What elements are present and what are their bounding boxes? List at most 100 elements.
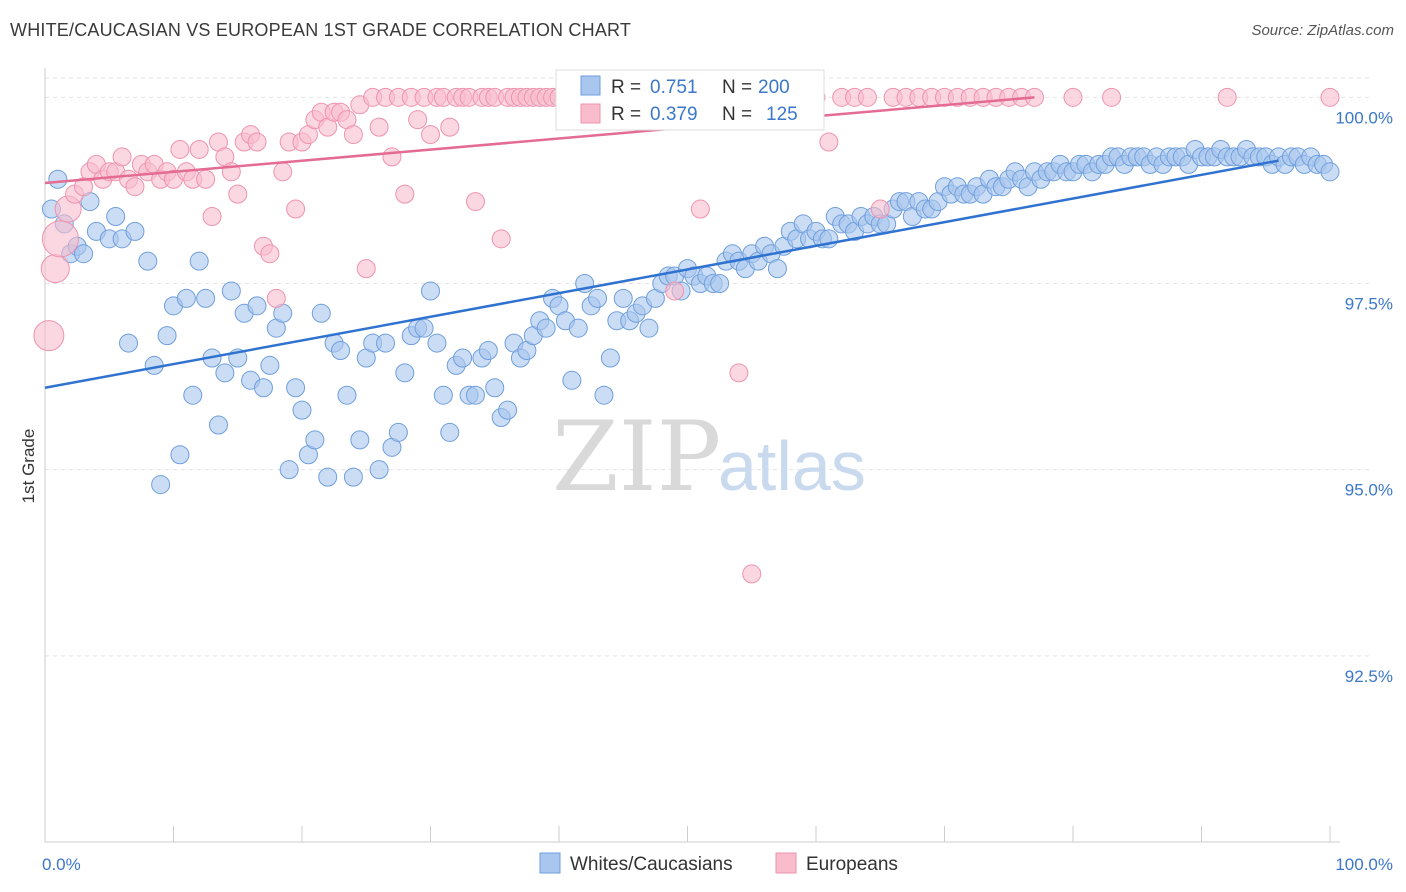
europeans-point: [40, 254, 70, 284]
europeans-point: [228, 184, 248, 204]
series-europeans-points: [33, 87, 1340, 584]
europeans-point: [819, 132, 839, 152]
watermark: ZIP atlas: [552, 401, 866, 513]
whites-point: [395, 363, 415, 383]
whites-point: [453, 348, 473, 368]
whites-point: [536, 318, 556, 338]
y-tick-label: 100.0%: [1335, 108, 1393, 127]
europeans-point: [202, 206, 222, 226]
whites-point: [498, 400, 518, 420]
whites-point: [247, 296, 267, 316]
europeans-point: [112, 147, 132, 167]
europeans-point: [465, 192, 485, 212]
whites-point: [125, 221, 145, 241]
europeans-point: [41, 220, 79, 258]
bottom-legend-label-europeans: Europeans: [806, 854, 898, 875]
europeans-point: [260, 244, 280, 264]
whites-point: [74, 244, 94, 264]
whites-point: [48, 169, 68, 189]
legend-n-value-1: 200: [758, 77, 790, 98]
whites-point: [388, 422, 408, 442]
whites-point: [183, 385, 203, 405]
legend-n-label-2: N =: [722, 104, 752, 125]
legend-swatch-whites: [580, 75, 601, 96]
legend-r-value-1: 0.751: [650, 77, 698, 98]
europeans-point: [665, 281, 685, 301]
gridlines: [45, 77, 1370, 657]
whites-point: [119, 333, 139, 353]
whites-point: [568, 318, 588, 338]
europeans-point: [196, 169, 216, 189]
whites-point: [600, 348, 620, 368]
whites-point: [331, 341, 351, 361]
axes: [44, 68, 1340, 843]
whites-point: [292, 400, 312, 420]
europeans-point: [421, 125, 440, 145]
europeans-point: [369, 117, 389, 137]
legend-n-label-1: N =: [722, 77, 752, 98]
europeans-point: [286, 199, 306, 219]
whites-point: [588, 288, 608, 308]
whites-point: [465, 385, 485, 405]
legend-r-value-2: 0.379: [650, 104, 698, 125]
whites-point: [170, 445, 190, 465]
whites-point: [562, 370, 582, 390]
trend-lines: [44, 96, 1279, 389]
whites-point: [613, 288, 633, 308]
whites-point: [176, 288, 196, 308]
whites-point: [208, 415, 228, 435]
whites-point: [138, 251, 158, 271]
europeans-point: [1217, 87, 1237, 107]
whites-point: [305, 430, 325, 450]
whites-point: [478, 341, 498, 361]
x-tick-labels: 0.0% 100.0%: [42, 855, 1393, 874]
whites-point: [639, 318, 659, 338]
series-whites-points: [41, 139, 1340, 495]
europeans-point: [408, 110, 428, 130]
whites-point: [376, 333, 396, 353]
watermark-zip: ZIP: [552, 401, 721, 513]
whites-point: [157, 326, 177, 346]
europeans-point: [273, 162, 293, 182]
whites-point: [151, 475, 171, 495]
europeans-trend-line: [44, 96, 1035, 185]
chart-title: WHITE/CAUCASIAN VS EUROPEAN 1ST GRADE CO…: [10, 20, 632, 40]
legend-swatch-europeans: [580, 103, 601, 124]
whites-point: [369, 460, 389, 480]
whites-point: [350, 430, 370, 450]
europeans-point: [1102, 87, 1122, 107]
europeans-point: [170, 139, 190, 159]
europeans-point: [356, 259, 376, 279]
europeans-point: [690, 199, 710, 219]
whites-point: [710, 274, 730, 294]
whites-point: [421, 281, 440, 301]
x-tick-label: 0.0%: [42, 855, 81, 874]
europeans-point: [729, 363, 749, 383]
whites-point: [433, 385, 453, 405]
bottom-legend-swatch-whites: [539, 852, 561, 874]
stats-legend: R = 0.751 N = 200 R = 0.379 N = 125: [555, 69, 825, 131]
europeans-point: [33, 320, 65, 352]
europeans-point: [247, 132, 267, 152]
whites-point: [767, 259, 787, 279]
whites-point: [414, 318, 434, 338]
europeans-point: [1063, 87, 1083, 107]
whites-point: [485, 378, 505, 398]
y-tick-label: 92.5%: [1345, 667, 1393, 686]
europeans-point: [382, 147, 402, 167]
europeans-point: [125, 177, 145, 197]
whites-trend-line: [44, 159, 1279, 389]
whites-point: [318, 467, 338, 487]
whites-point: [286, 378, 306, 398]
y-axis-label: 1st Grade: [19, 429, 38, 504]
europeans-point: [266, 288, 286, 308]
whites-point: [260, 355, 280, 375]
europeans-point: [440, 117, 460, 137]
y-tick-label: 95.0%: [1345, 481, 1393, 500]
whites-point: [427, 333, 447, 353]
series-legend: Whites/Caucasians Europeans: [539, 852, 898, 875]
whites-point: [189, 251, 209, 271]
whites-point: [106, 206, 126, 226]
bottom-legend-label-whites: Whites/Caucasians: [570, 854, 733, 875]
